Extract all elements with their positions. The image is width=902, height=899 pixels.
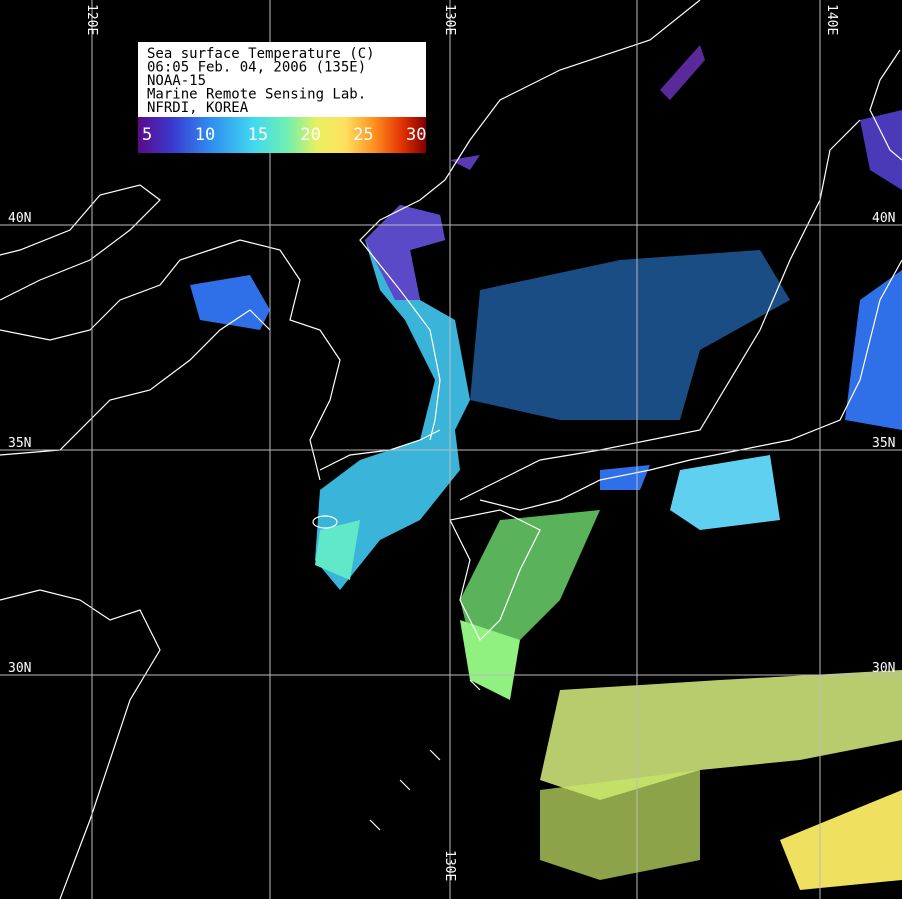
- sst-patch: [460, 620, 520, 700]
- sst-patch: [460, 510, 600, 650]
- legend-line: Marine Remote Sensing Lab.: [147, 87, 366, 103]
- sst-patch: [450, 155, 480, 170]
- coastline: [459, 119, 861, 501]
- sst-patch: [660, 45, 705, 100]
- sst-patch: [670, 455, 780, 530]
- sst-patch: [470, 250, 790, 420]
- lat-label: 35N: [872, 436, 895, 451]
- colorbar-tick-label: 10: [195, 125, 215, 145]
- sst-patch: [315, 205, 470, 590]
- coastline: [0, 589, 161, 899]
- sst-patch: [780, 790, 902, 890]
- sst-patch: [540, 770, 700, 880]
- sst-patch: [190, 275, 270, 330]
- coastline: [0, 309, 271, 456]
- legend-line: Sea surface Temperature (C): [147, 46, 375, 62]
- colorbar-tick-label: 5: [142, 125, 152, 145]
- sst-patch: [860, 110, 902, 190]
- colorbar: [138, 117, 426, 153]
- colorbar-tick-label: 15: [248, 125, 268, 145]
- coastline: [0, 239, 341, 481]
- colorbar-tick-label: 30: [406, 125, 426, 145]
- legend-line: 06:05 Feb. 04, 2006 (135E): [147, 60, 366, 76]
- lat-label: 40N: [872, 211, 895, 226]
- legend: Sea surface Temperature (C)06:05 Feb. 04…: [138, 42, 426, 153]
- sst-patch: [540, 670, 902, 800]
- colorbar-ticks: 5 10 15 20 25 30: [142, 125, 426, 145]
- coastline: [312, 515, 338, 529]
- legend-text: Sea surface Temperature (C)06:05 Feb. 04…: [147, 46, 375, 116]
- lat-label: 30N: [8, 661, 31, 676]
- sst-patch: [315, 520, 360, 580]
- lat-label: 35N: [8, 436, 31, 451]
- legend-line: NFRDI, KOREA: [147, 100, 249, 116]
- coastline: [479, 259, 902, 511]
- coastline: [869, 49, 902, 161]
- sst-patch: [365, 205, 445, 300]
- colorbar-tick-label: 20: [300, 125, 320, 145]
- coastline: [359, 0, 701, 441]
- grid-labels: 120E 130E 140E 130E 40N 35N 30N 40N 35N 30N: [8, 4, 895, 881]
- lon-label: 130E: [442, 4, 457, 35]
- sst-patch: [845, 270, 902, 430]
- lat-label: 30N: [872, 661, 895, 676]
- lon-label: 120E: [84, 4, 99, 35]
- coastline: [449, 509, 541, 642]
- lat-label: 40N: [8, 211, 31, 226]
- coastline: [0, 184, 161, 301]
- sst-imagery: [190, 45, 902, 890]
- legend-line: NOAA-15: [147, 73, 206, 89]
- legend-box: [138, 42, 426, 118]
- lon-label: 140E: [824, 4, 839, 35]
- coastline: [369, 679, 481, 831]
- colorbar-tick-label: 25: [353, 125, 373, 145]
- lon-label: 130E: [442, 850, 457, 881]
